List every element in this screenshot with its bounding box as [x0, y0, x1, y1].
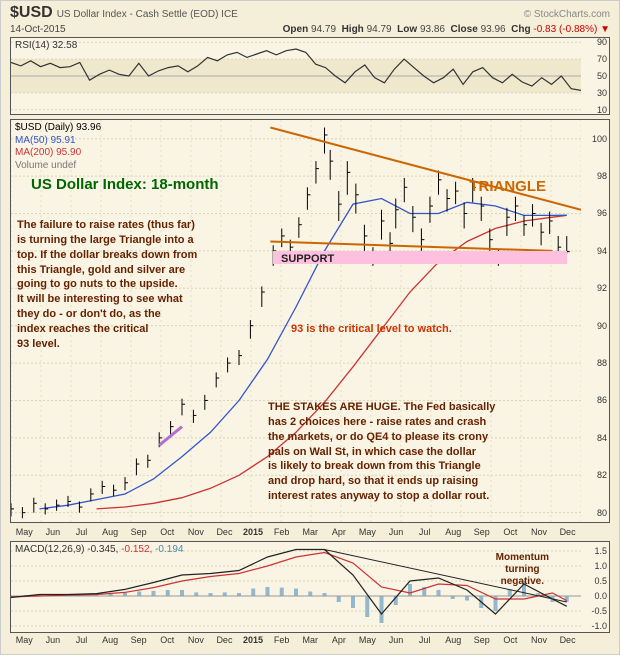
- chart-header: $USD US Dollar Index - Cash Settle (EOD)…: [1, 1, 619, 24]
- price-legend: $USD (Daily) 93.96 MA(50) 95.91 MA(200) …: [15, 122, 101, 172]
- chart-subheader: 14-Oct-2015 Open 94.79 High 94.79 Low 93…: [1, 24, 619, 37]
- x-axis-bottom: MayJunJulAugSepOctNovDec2015FebMarAprMay…: [10, 635, 610, 645]
- annotation-critical-level: 93 is the critical level to watch.: [291, 323, 452, 335]
- annotation-momentum: Momentum turning negative.: [496, 552, 549, 588]
- rsi-label: RSI(14) 32.58: [15, 40, 77, 51]
- chart-title: US Dollar Index: 18-month: [31, 176, 219, 193]
- chart-date: 14-Oct-2015: [10, 24, 66, 35]
- price-panel: $USD (Daily) 93.96 MA(50) 95.91 MA(200) …: [10, 119, 610, 523]
- symbol: $USD: [10, 4, 53, 22]
- macd-label: MACD(12,26,9) -0.345, -0.152, -0.194: [15, 544, 183, 555]
- symbol-description: US Dollar Index - Cash Settle (EOD) ICE: [57, 9, 238, 20]
- attribution: © StockCharts.com: [524, 9, 610, 20]
- ohlc-readout: Open 94.79 High 94.79 Low 93.86 Close 93…: [283, 24, 610, 35]
- annotation-triangle: TRIANGLE: [469, 178, 546, 195]
- annotation-text-1: The failure to raise rates (thus far) is…: [17, 218, 197, 352]
- annotation-text-2: THE STAKES ARE HUGE. The Fed basically h…: [268, 400, 495, 504]
- macd-panel: MACD(12,26,9) -0.345, -0.152, -0.194 Mom…: [10, 541, 610, 633]
- rsi-y-axis: 1030507090: [583, 38, 609, 114]
- macd-y-axis: -1.0-0.50.00.51.01.5: [583, 542, 609, 632]
- rsi-chart: [11, 38, 581, 114]
- price-y-axis: 80828486889092949698100: [583, 120, 609, 522]
- x-axis-top: MayJunJulAugSepOctNovDec2015FebMarAprMay…: [10, 527, 610, 537]
- annotation-support: SUPPORT: [281, 253, 334, 265]
- rsi-panel: RSI(14) 32.58 1030507090: [10, 37, 610, 115]
